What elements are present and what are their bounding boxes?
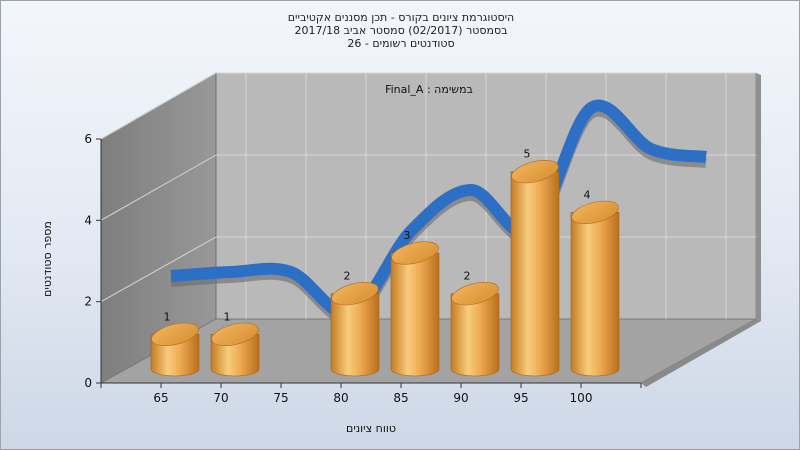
y-tick-label: 2	[84, 295, 92, 309]
bar-top	[391, 241, 439, 265]
bar-body	[450, 293, 500, 377]
x-tick-label: 95	[513, 391, 528, 405]
chart-title: היסטוגרמת ציונים בקורס - תכן מסננים אקטי…	[1, 11, 800, 50]
bar-body	[330, 293, 380, 377]
bar: 1	[150, 310, 200, 377]
bar: 5	[510, 148, 560, 377]
x-axis-label: טווח ציונים	[346, 422, 396, 435]
bar-value-label: 5	[524, 148, 531, 161]
gridline-left	[100, 154, 217, 221]
bar-body	[570, 212, 620, 377]
bar-body	[390, 252, 440, 377]
chart-title-line-3: סטודנטים רשומים - 26	[347, 37, 455, 50]
gridline-left	[100, 236, 217, 303]
y-tick-label: 0	[84, 376, 92, 390]
bar-top	[331, 282, 379, 306]
bar: 2	[330, 270, 380, 377]
bar-value-label: 1	[164, 310, 171, 323]
frame-right-edge	[756, 73, 761, 321]
bar-value-label: 2	[464, 270, 471, 283]
x-tick-label: 65	[153, 391, 168, 405]
y-tick-label: 4	[84, 213, 92, 227]
bar-value-label: 4	[584, 188, 591, 201]
bar: 1	[210, 310, 260, 377]
frame-floor-edge	[641, 319, 761, 387]
bar-top	[151, 322, 199, 346]
chart-title-line-2: בסמסטר (02/2017) סמסטר אביב 2017/18	[294, 24, 508, 37]
bar-top	[211, 322, 259, 346]
bar-top	[451, 282, 499, 306]
x-tick-label: 90	[453, 391, 468, 405]
y-axis-label: מספר סטודנטים	[41, 221, 54, 297]
bar: 4	[570, 188, 620, 377]
x-tick-label: 80	[333, 391, 348, 405]
y-tick-label: 6	[84, 132, 92, 146]
bar-body	[510, 171, 560, 377]
chart-title-line-1: היסטוגרמת ציונים בקורס - תכן מסננים אקטי…	[287, 11, 515, 24]
gridline-left	[100, 72, 217, 140]
bar-value-label: 3	[404, 229, 411, 242]
trend-curve	[170, 99, 707, 320]
bar: 2	[450, 270, 500, 377]
bar-top	[571, 200, 619, 224]
bar-value-label: 1	[224, 310, 231, 323]
bar-top	[511, 160, 559, 184]
x-tick-label: 100	[570, 391, 593, 405]
x-tick-label: 75	[273, 391, 288, 405]
x-tick-label: 70	[213, 391, 228, 405]
chart-annotation: במשימה : Final_A	[385, 83, 473, 96]
bar: 3	[390, 229, 440, 377]
bar-value-label: 2	[344, 270, 351, 283]
x-tick-label: 85	[393, 391, 408, 405]
